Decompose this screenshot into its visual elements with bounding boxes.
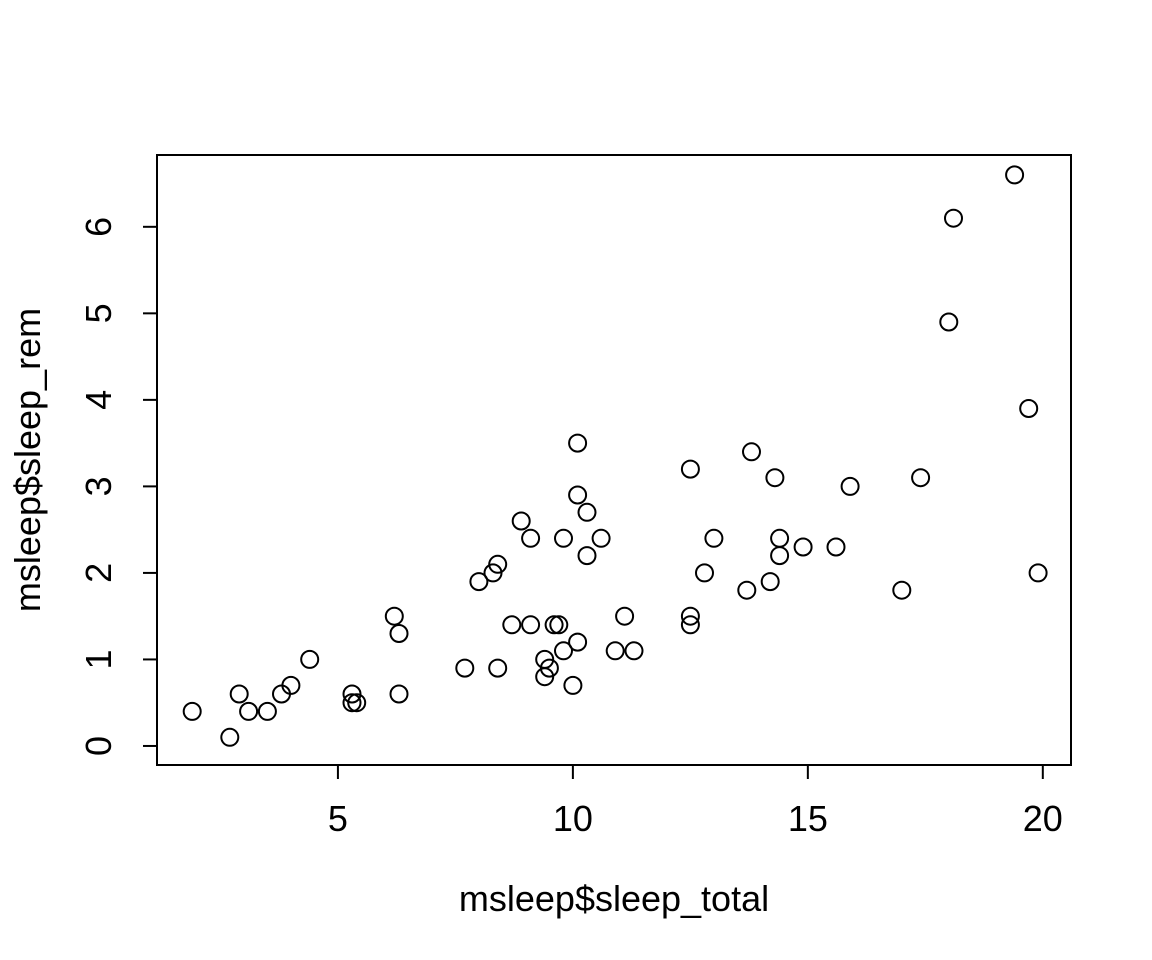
data-point — [502, 615, 522, 635]
data-point — [770, 546, 790, 566]
x-tick-label: 20 — [1023, 798, 1063, 839]
data-point — [944, 208, 963, 228]
x-tick-label: 15 — [788, 798, 828, 839]
data-point — [182, 701, 202, 721]
y-axis: 0 1 2 3 4 5 6 — [78, 217, 157, 756]
data-point — [239, 701, 259, 721]
data-point — [257, 701, 277, 721]
data-point — [549, 615, 569, 635]
data-point — [704, 528, 724, 548]
y-axis-title: msleep$sleep_rem — [7, 307, 48, 613]
y-tick-label: 0 — [78, 736, 119, 756]
data-point — [742, 442, 761, 462]
data-point — [760, 572, 780, 592]
data-point — [695, 563, 714, 583]
data-point — [455, 658, 475, 678]
data-point — [737, 580, 757, 600]
data-point — [765, 468, 785, 488]
plot-box — [156, 154, 1072, 766]
data-point — [577, 502, 597, 522]
data-point — [615, 606, 635, 626]
data-point — [535, 649, 555, 669]
data-point — [488, 658, 508, 678]
data-point — [272, 684, 291, 704]
data-point — [680, 615, 700, 635]
data-points — [182, 165, 1048, 747]
x-tick-label: 10 — [553, 798, 593, 839]
y-tick-label: 4 — [78, 390, 119, 410]
data-point — [521, 615, 541, 635]
data-point — [793, 537, 813, 557]
data-point — [770, 528, 790, 548]
data-point — [680, 459, 700, 479]
data-point — [469, 572, 489, 592]
data-point — [840, 476, 860, 496]
data-point — [1005, 165, 1025, 185]
data-point — [605, 641, 625, 661]
data-point — [826, 537, 846, 557]
data-point — [1019, 399, 1039, 418]
data-point — [384, 606, 404, 626]
y-tick-label: 5 — [78, 303, 119, 323]
data-point — [680, 606, 700, 626]
data-point — [624, 641, 644, 661]
data-point — [568, 632, 588, 652]
data-point — [554, 528, 573, 548]
data-point — [544, 615, 564, 635]
x-tick-label: 5 — [328, 798, 348, 839]
data-point — [300, 649, 320, 669]
data-point — [563, 675, 583, 695]
data-point — [568, 433, 588, 453]
y-tick-label: 2 — [78, 563, 119, 583]
data-point — [511, 511, 531, 531]
data-point — [389, 684, 409, 704]
data-point — [591, 528, 611, 548]
data-point — [892, 580, 912, 600]
data-point — [488, 554, 508, 574]
x-axis-title: msleep$sleep_total — [458, 878, 770, 919]
data-point — [911, 468, 931, 488]
data-point — [554, 641, 573, 661]
data-point — [347, 693, 367, 713]
data-point — [568, 485, 588, 505]
data-point — [220, 727, 240, 747]
data-point — [521, 528, 541, 548]
data-point — [342, 693, 362, 713]
data-point — [1028, 563, 1048, 583]
data-point — [577, 546, 597, 566]
y-tick-label: 6 — [78, 217, 119, 237]
data-point — [939, 312, 959, 332]
y-tick-label: 3 — [78, 476, 119, 496]
y-tick-label: 1 — [78, 649, 119, 669]
x-axis: 5 10 15 20 — [328, 765, 1063, 839]
data-point — [229, 684, 249, 704]
data-point — [389, 624, 409, 643]
